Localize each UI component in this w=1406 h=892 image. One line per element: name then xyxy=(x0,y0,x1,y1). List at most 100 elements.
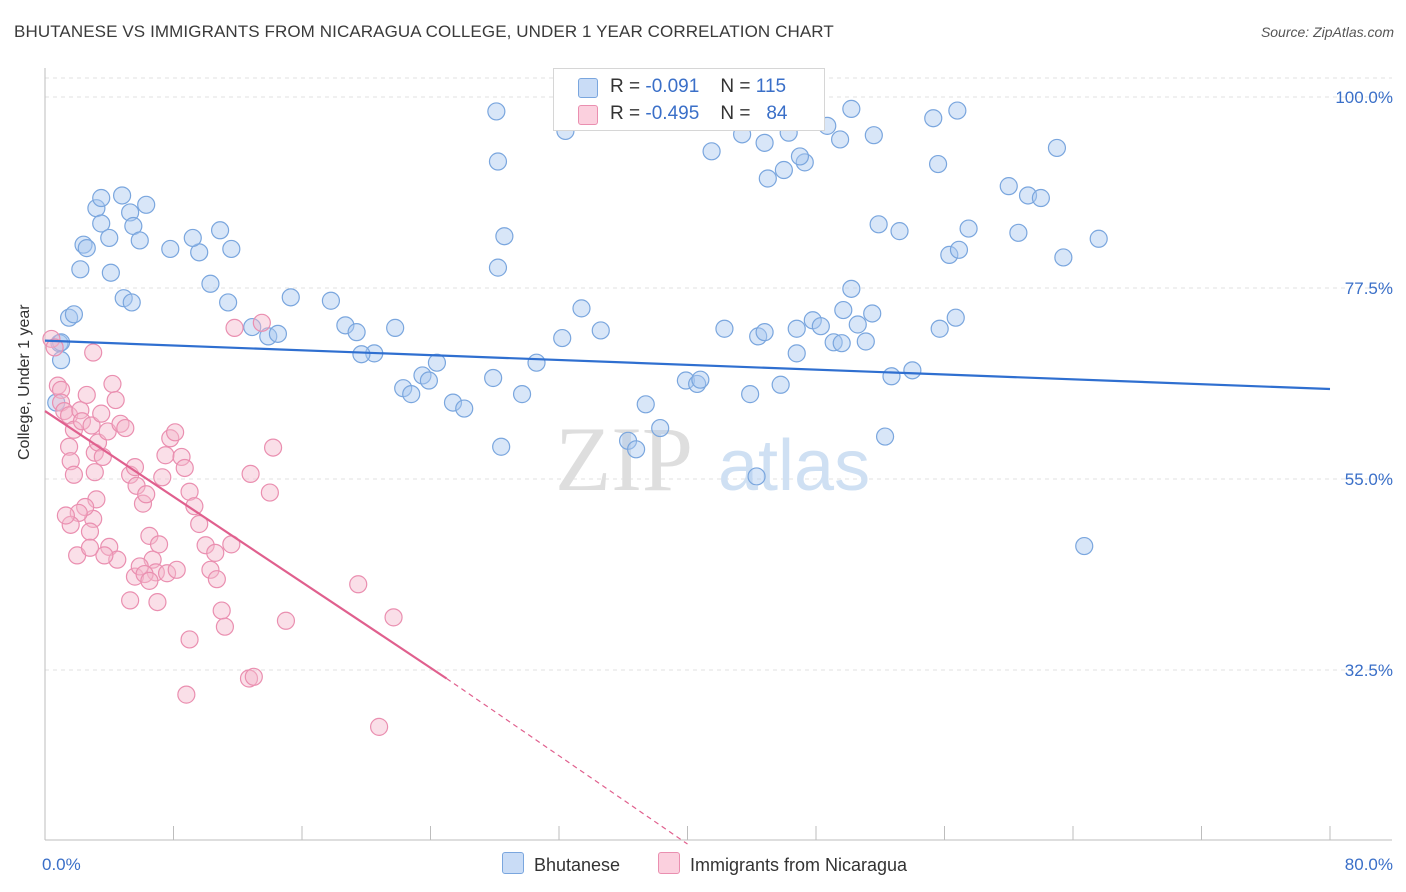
data-point xyxy=(64,465,84,484)
data-point xyxy=(527,353,546,372)
data-point xyxy=(1047,138,1067,158)
data-point xyxy=(842,99,861,118)
data-point xyxy=(116,418,135,438)
data-point xyxy=(384,608,403,627)
data-point xyxy=(487,102,506,121)
legend-swatch-nicaragua xyxy=(578,105,598,125)
data-point xyxy=(93,447,112,467)
data-point xyxy=(869,215,888,234)
legend-item-bhutanese[interactable]: Bhutanese xyxy=(502,852,620,876)
data-point xyxy=(72,412,92,431)
data-point xyxy=(183,228,202,248)
source-label: Source: ZipAtlas.com xyxy=(1260,24,1394,40)
x-tick-label: 0.0% xyxy=(42,855,81,874)
data-point xyxy=(125,458,145,477)
data-point xyxy=(928,154,948,174)
data-point xyxy=(863,304,882,323)
data-point xyxy=(74,235,93,254)
data-point xyxy=(101,263,120,282)
r-value: -0.495 xyxy=(645,103,700,124)
data-point xyxy=(882,367,901,386)
data-point xyxy=(161,429,180,448)
data-point xyxy=(1009,223,1028,242)
data-point xyxy=(940,245,959,264)
data-point xyxy=(512,385,532,404)
legend-label: Immigrants from Nicaragua xyxy=(690,855,908,875)
data-point xyxy=(790,147,810,166)
data-point xyxy=(84,343,103,362)
trend-line xyxy=(44,339,1331,391)
data-point xyxy=(948,101,967,120)
data-point xyxy=(741,385,760,404)
data-point xyxy=(59,437,79,456)
data-point xyxy=(930,319,949,338)
data-point xyxy=(121,591,140,610)
data-point xyxy=(702,142,721,161)
data-point xyxy=(106,390,125,410)
n-label: N = xyxy=(720,103,751,124)
data-point xyxy=(100,228,119,248)
data-point xyxy=(219,293,238,312)
data-point xyxy=(755,323,774,342)
legend-item-nicaragua[interactable]: Immigrants from Nicaragua xyxy=(658,852,907,876)
data-point xyxy=(755,133,774,152)
data-point xyxy=(121,203,140,222)
data-point xyxy=(830,130,850,149)
legend-label: Bhutanese xyxy=(534,855,621,875)
data-point xyxy=(156,446,175,465)
data-point xyxy=(276,611,296,630)
data-point xyxy=(92,214,111,233)
data-point xyxy=(201,274,220,293)
data-point xyxy=(196,536,215,555)
data-point xyxy=(856,332,875,351)
r-label: R = xyxy=(610,103,641,124)
data-point xyxy=(946,308,965,327)
data-point xyxy=(691,370,710,389)
data-point xyxy=(77,239,96,258)
trend-line-dashed xyxy=(446,677,688,845)
data-point xyxy=(443,393,463,412)
legend-swatch xyxy=(658,852,680,874)
watermark-zip: ZIP xyxy=(555,408,693,510)
data-point xyxy=(386,318,405,337)
data-point xyxy=(210,221,230,240)
data-point xyxy=(890,222,909,241)
data-point xyxy=(260,483,279,502)
data-point xyxy=(222,239,241,259)
x-tick-label: 80.0% xyxy=(1345,855,1393,874)
trend-lines xyxy=(44,339,1331,845)
y-tick-label: 100.0% xyxy=(1335,88,1393,107)
data-point xyxy=(56,506,75,525)
data-point xyxy=(206,543,225,562)
data-point xyxy=(95,546,114,565)
data-point xyxy=(137,195,156,214)
data-point xyxy=(180,482,199,501)
data-point xyxy=(676,371,695,390)
r-value: -0.091 xyxy=(645,76,700,97)
data-point xyxy=(243,317,262,337)
data-point xyxy=(419,371,438,390)
data-point xyxy=(122,293,141,312)
data-point xyxy=(949,240,969,259)
data-point xyxy=(148,592,167,612)
data-point xyxy=(370,717,389,736)
data-point xyxy=(149,535,169,554)
data-point xyxy=(71,260,90,279)
data-point xyxy=(999,177,1018,196)
data-point xyxy=(112,186,132,205)
data-point xyxy=(924,109,943,128)
data-point xyxy=(347,323,366,342)
n-value: 84 xyxy=(766,103,788,124)
data-point xyxy=(1031,188,1050,208)
watermark-atlas: atlas xyxy=(718,426,870,506)
data-point xyxy=(1089,229,1108,248)
y-axis-label: College, Under 1 year xyxy=(16,304,33,460)
data-point xyxy=(321,291,341,310)
data-point xyxy=(51,380,71,399)
data-point xyxy=(281,288,300,307)
data-point xyxy=(747,467,766,486)
data-point xyxy=(207,570,226,589)
data-point xyxy=(80,538,100,557)
stats-legend: R = -0.091 N = 115 R = -0.495 N = 84 xyxy=(553,68,825,131)
data-point xyxy=(959,219,978,238)
